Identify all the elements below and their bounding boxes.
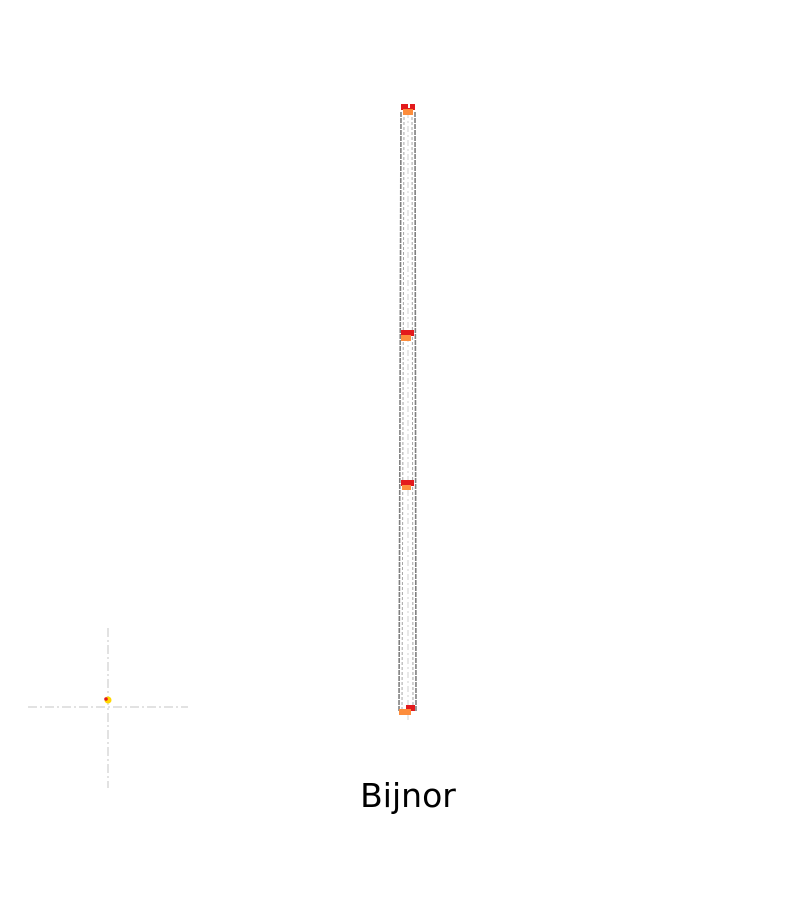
station-marker-icon <box>401 104 415 115</box>
map-title: Bijnor <box>360 776 456 815</box>
station-marker-middle-orange <box>402 485 411 490</box>
location-marker-icon <box>104 696 112 704</box>
route-outline-right <box>414 111 417 713</box>
station-marker-top-orange <box>403 109 413 115</box>
station-marker-upper-red <box>401 330 414 336</box>
route-bundle <box>398 111 417 722</box>
location-marker-dot <box>104 697 108 701</box>
crosshair-icon <box>28 628 188 788</box>
route-inner-line-right <box>411 111 414 713</box>
station-marker-bottom-red <box>406 705 415 711</box>
station-marker-bottom-orange <box>399 709 411 715</box>
station-marker-upper-orange <box>401 335 411 341</box>
station-marker-icon <box>401 330 414 341</box>
route-inner-line-left <box>401 111 405 713</box>
route-outline-left <box>398 111 402 713</box>
station-marker-middle-red <box>401 480 414 486</box>
station-marker-icon <box>399 705 415 715</box>
station-marker-top-gap <box>408 104 410 108</box>
station-marker-icon <box>401 480 414 490</box>
